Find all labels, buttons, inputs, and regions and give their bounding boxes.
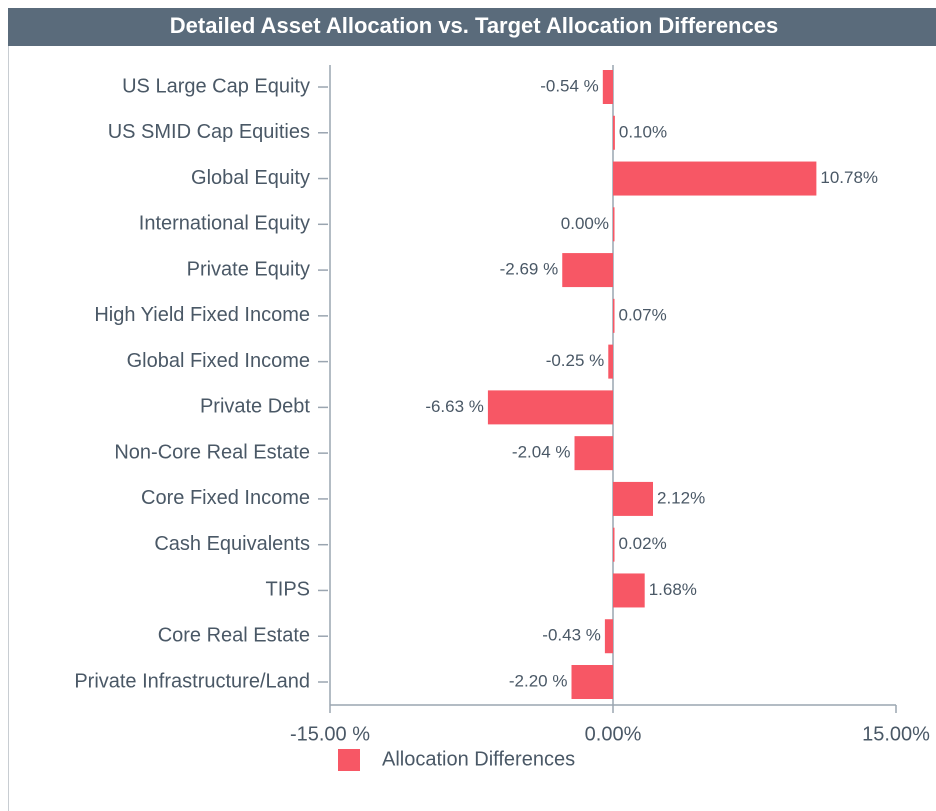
bar [602,70,613,104]
bar [613,115,615,150]
category-label: High Yield Fixed Income [94,304,310,326]
x-tick-label: -15.00 % [290,723,370,745]
legend-swatch [338,749,360,771]
legend-label: Allocation Differences [382,748,575,770]
bar [571,665,613,699]
title-bar [8,8,936,46]
bar [608,344,613,379]
bar [613,573,645,608]
value-label: -2.20 % [509,671,568,690]
bar [562,253,613,288]
category-label: Core Fixed Income [141,487,310,509]
value-label: -2.04 % [512,443,571,462]
bar [487,390,613,425]
value-label: 0.10% [619,122,667,141]
chart-title: Detailed Asset Allocation vs. Target All… [170,13,778,38]
value-label: 0.07% [619,305,667,324]
category-label: US SMID Cap Equities [108,121,310,143]
value-label: 0.00% [561,214,609,233]
value-label: 10.78% [820,168,878,187]
value-label: -0.54 % [540,76,599,95]
value-label: -2.69 % [500,260,559,279]
bar [613,298,615,333]
category-label: Core Real Estate [158,625,310,647]
value-label: -0.43 % [542,626,601,645]
value-label: -0.25 % [546,351,605,370]
category-label: Private Debt [200,396,310,418]
x-tick-label: 0.00% [585,723,642,745]
value-label: -6.63 % [425,397,484,416]
value-label: 0.02% [619,534,667,553]
category-label: Cash Equivalents [154,533,310,555]
x-tick-label: 15.00% [862,723,930,745]
bar [574,436,613,471]
category-label: Non-Core Real Estate [114,441,310,463]
category-label: TIPS [266,579,310,601]
bar [613,161,817,196]
value-label: 2.12% [657,488,705,507]
value-label: 1.68% [649,580,697,599]
bar [604,619,613,654]
bar [613,527,615,562]
bar [613,481,653,516]
bar [613,207,615,242]
category-label: Global Equity [191,167,310,189]
category-label: US Large Cap Equity [122,75,310,97]
category-label: Private Infrastructure/Land [74,670,310,692]
category-label: Private Equity [187,258,310,280]
category-label: International Equity [139,213,310,235]
category-label: Global Fixed Income [127,350,310,372]
